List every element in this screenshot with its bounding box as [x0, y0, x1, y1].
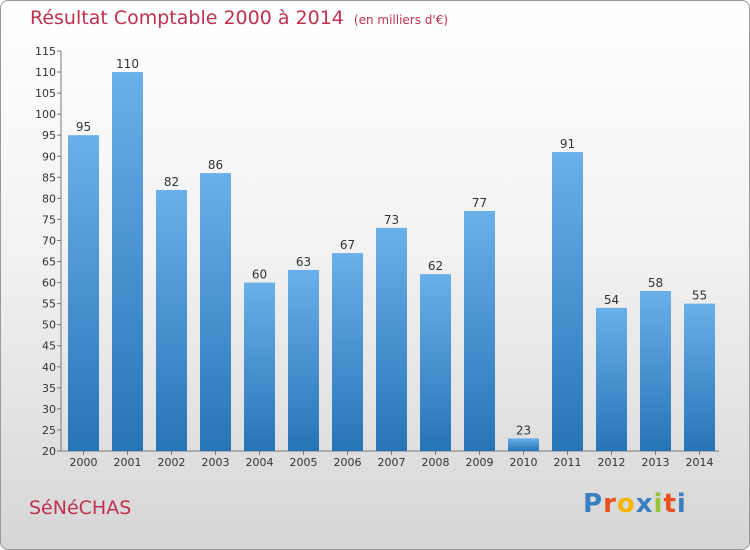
logo-letter: r — [603, 489, 617, 519]
y-tick-label: 50 — [42, 319, 56, 332]
y-tick-label: 55 — [42, 298, 56, 311]
y-tick-label: 25 — [42, 424, 56, 437]
value-label-2007: 73 — [384, 213, 399, 227]
x-tick-label-2002: 2002 — [158, 456, 186, 469]
bar-2008 — [420, 274, 451, 451]
bar-2013 — [640, 291, 671, 451]
bar-2014 — [684, 303, 715, 451]
bar-2010 — [508, 438, 539, 451]
x-tick-label-2010: 2010 — [510, 456, 538, 469]
bar-2005 — [288, 269, 319, 451]
value-label-2009: 77 — [472, 196, 487, 210]
value-label-2001: 110 — [116, 57, 139, 71]
bar-2011 — [552, 152, 583, 452]
value-label-2008: 62 — [428, 259, 443, 273]
value-label-2014: 55 — [692, 289, 707, 303]
y-tick-label: 45 — [42, 340, 56, 353]
x-tick-label-2003: 2003 — [202, 456, 230, 469]
value-label-2003: 86 — [208, 158, 223, 172]
value-label-2002: 82 — [164, 175, 179, 189]
bar-2000 — [68, 135, 99, 452]
y-tick-label: 90 — [42, 150, 56, 163]
y-tick-label: 85 — [42, 171, 56, 184]
y-tick-label: 65 — [42, 256, 56, 269]
x-tick-label-2001: 2001 — [114, 456, 142, 469]
logo-letter: t — [663, 489, 677, 519]
y-tick-label: 60 — [42, 277, 56, 290]
bar-2012 — [596, 307, 627, 451]
x-tick-label-2009: 2009 — [466, 456, 494, 469]
value-label-2012: 54 — [604, 293, 619, 307]
bar-2004 — [244, 282, 275, 451]
logo-letter: P — [583, 489, 604, 519]
bar-2009 — [464, 211, 495, 451]
y-tick-label: 20 — [42, 445, 56, 458]
x-tick-label-2012: 2012 — [598, 456, 626, 469]
value-label-2000: 95 — [76, 120, 91, 134]
logo-letter: i — [653, 489, 664, 519]
logo-letter: x — [635, 489, 654, 519]
x-tick-label-2007: 2007 — [378, 456, 406, 469]
y-tick-label: 35 — [42, 382, 56, 395]
x-tick-label-2000: 2000 — [70, 456, 98, 469]
value-label-2006: 67 — [340, 238, 355, 252]
logo-letter: i — [676, 489, 687, 519]
value-labels: 95 110 82 86 60 63 67 73 62 77 23 91 54 58 55 — [76, 57, 707, 437]
y-tick-label: 115 — [35, 45, 56, 58]
bar-2003 — [200, 173, 231, 451]
value-label-2011: 91 — [560, 137, 575, 151]
bar-2007 — [376, 227, 407, 451]
bars — [68, 72, 715, 452]
x-tick-label-2011: 2011 — [554, 456, 582, 469]
city-name: SéNéCHAS — [29, 497, 132, 519]
x-tick-label-2008: 2008 — [422, 456, 450, 469]
chart-title: Résultat Comptable 2000 à 2014 (en millie… — [30, 7, 448, 29]
y-tick-label: 100 — [35, 108, 56, 121]
value-label-2005: 63 — [296, 255, 311, 269]
value-label-2013: 58 — [648, 276, 663, 290]
y-tick-label: 40 — [42, 361, 56, 374]
y-tick-label: 80 — [42, 192, 56, 205]
y-tick-label: 30 — [42, 403, 56, 416]
y-tick-label: 110 — [35, 66, 56, 79]
x-tick-label-2004: 2004 — [246, 456, 274, 469]
unit-note: (en milliers d'€) — [353, 13, 449, 27]
x-tick-label-2014: 2014 — [686, 456, 714, 469]
x-tick-label-2013: 2013 — [642, 456, 670, 469]
bar-2006 — [332, 253, 363, 451]
y-tick-label: 105 — [35, 87, 56, 100]
value-label-2010: 23 — [516, 423, 531, 437]
logo-letter: o — [616, 489, 636, 519]
y-tick-label: 75 — [42, 213, 56, 226]
bar-2002 — [156, 189, 187, 451]
x-tick-label-2005: 2005 — [290, 456, 318, 469]
y-tick-label: 95 — [42, 129, 56, 142]
y-tick-label: 70 — [42, 234, 56, 247]
bar-2001 — [112, 72, 143, 451]
x-tick-label-2006: 2006 — [334, 456, 362, 469]
value-label-2004: 60 — [252, 268, 267, 282]
proxiti-logo: Proxiti — [583, 489, 687, 519]
title-text: Résultat Comptable 2000 à 2014 — [30, 7, 344, 29]
